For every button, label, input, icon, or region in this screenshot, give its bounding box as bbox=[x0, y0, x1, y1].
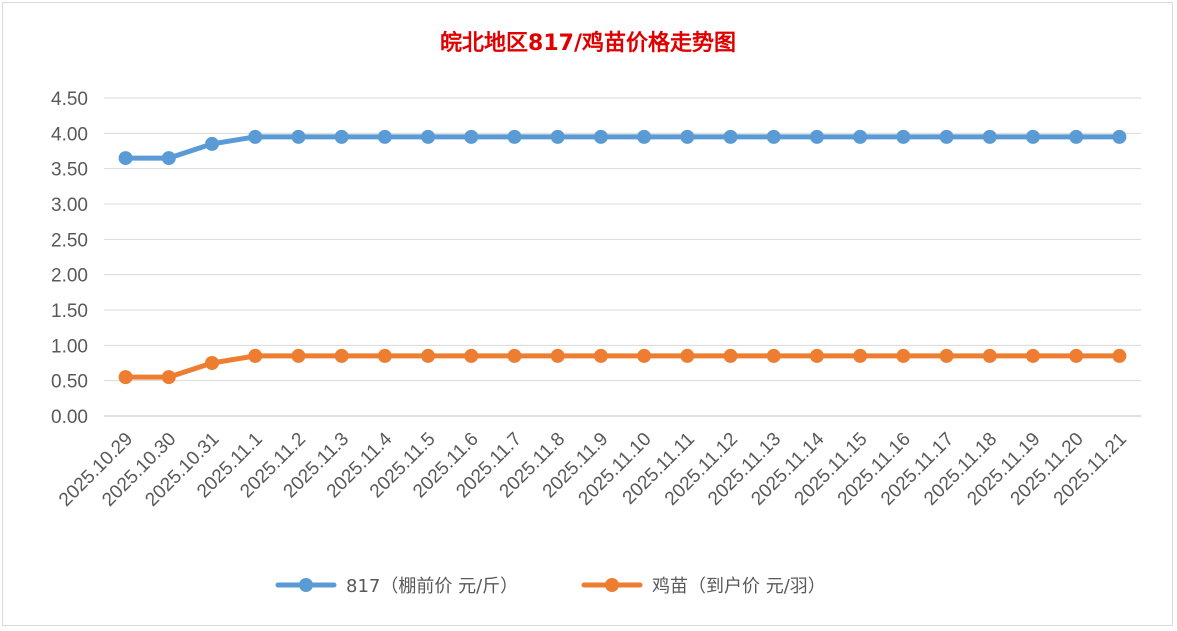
x-axis-ticks: 2025.10.292025.10.302025.10.312025.11.12… bbox=[55, 428, 1131, 510]
data-point bbox=[1112, 348, 1127, 363]
y-tick-label: 4.50 bbox=[51, 89, 88, 110]
data-point bbox=[421, 129, 436, 144]
data-point bbox=[593, 129, 608, 144]
series-line bbox=[123, 134, 1122, 161]
data-point bbox=[377, 348, 392, 363]
data-point bbox=[118, 151, 133, 166]
data-point bbox=[464, 348, 479, 363]
data-point bbox=[507, 129, 522, 144]
legend: 817（棚前价 元/斤） 鸡苗（到户价 元/羽） bbox=[275, 576, 826, 597]
data-point bbox=[939, 129, 954, 144]
data-point bbox=[205, 356, 220, 370]
series-lines bbox=[118, 129, 1127, 385]
data-point bbox=[809, 129, 824, 144]
data-point bbox=[334, 129, 349, 144]
legend-item: 817（棚前价 元/斤） bbox=[275, 576, 518, 597]
data-point bbox=[550, 129, 565, 144]
gridlines bbox=[104, 97, 1141, 417]
data-point bbox=[248, 348, 263, 363]
data-point bbox=[982, 129, 997, 144]
series-line bbox=[123, 353, 1122, 380]
y-tick-label: 1.00 bbox=[51, 336, 88, 357]
data-point bbox=[680, 129, 695, 144]
data-point bbox=[248, 129, 263, 144]
data-point bbox=[464, 129, 479, 144]
data-point bbox=[507, 348, 522, 363]
y-tick-label: 2.00 bbox=[51, 266, 88, 287]
data-point bbox=[1025, 129, 1040, 144]
legend-item: 鸡苗（到户价 元/羽） bbox=[581, 576, 826, 597]
data-point bbox=[1112, 129, 1127, 144]
data-point bbox=[637, 348, 652, 363]
data-point bbox=[680, 348, 695, 363]
data-point bbox=[896, 348, 911, 363]
data-point bbox=[766, 129, 781, 144]
series-0 bbox=[118, 129, 1127, 166]
data-point bbox=[637, 129, 652, 144]
data-point bbox=[1069, 129, 1084, 144]
legend-label: 817（棚前价 元/斤） bbox=[346, 576, 518, 597]
data-point bbox=[161, 151, 176, 166]
data-point bbox=[982, 348, 997, 363]
data-point bbox=[723, 348, 738, 363]
y-axis-ticks: 0.00 0.50 1.00 1.50 2.00 2.50 3.00 3.50 4.00 4.50 bbox=[51, 89, 88, 428]
data-point bbox=[118, 370, 133, 385]
legend-swatch-marker bbox=[605, 578, 619, 592]
data-point bbox=[377, 129, 392, 144]
chart-title: 皖北地区817/鸡苗价格走势图 bbox=[440, 30, 736, 56]
series-1 bbox=[118, 348, 1127, 385]
legend-label: 鸡苗（到户价 元/羽） bbox=[652, 576, 826, 597]
data-point bbox=[939, 348, 954, 363]
data-point bbox=[853, 348, 868, 363]
legend-swatch-marker bbox=[299, 578, 313, 592]
y-tick-label: 4.00 bbox=[51, 124, 88, 145]
data-point bbox=[723, 129, 738, 144]
y-tick-label: 0.50 bbox=[51, 372, 88, 393]
y-tick-label: 1.50 bbox=[51, 301, 88, 322]
data-point bbox=[896, 129, 911, 144]
y-tick-label: 3.50 bbox=[51, 160, 88, 181]
data-point bbox=[205, 136, 220, 151]
data-point bbox=[1025, 348, 1040, 363]
data-point bbox=[593, 348, 608, 363]
y-tick-label: 0.00 bbox=[51, 407, 88, 428]
data-point bbox=[550, 348, 565, 363]
data-point bbox=[421, 348, 436, 363]
data-point bbox=[291, 348, 306, 363]
y-tick-label: 3.00 bbox=[51, 195, 88, 216]
data-point bbox=[766, 348, 781, 363]
y-tick-label: 2.50 bbox=[51, 230, 88, 251]
data-point bbox=[161, 370, 176, 385]
data-point bbox=[809, 348, 824, 363]
data-point bbox=[291, 129, 306, 144]
data-point bbox=[853, 129, 868, 144]
data-point bbox=[334, 348, 349, 363]
data-point bbox=[1069, 348, 1084, 363]
